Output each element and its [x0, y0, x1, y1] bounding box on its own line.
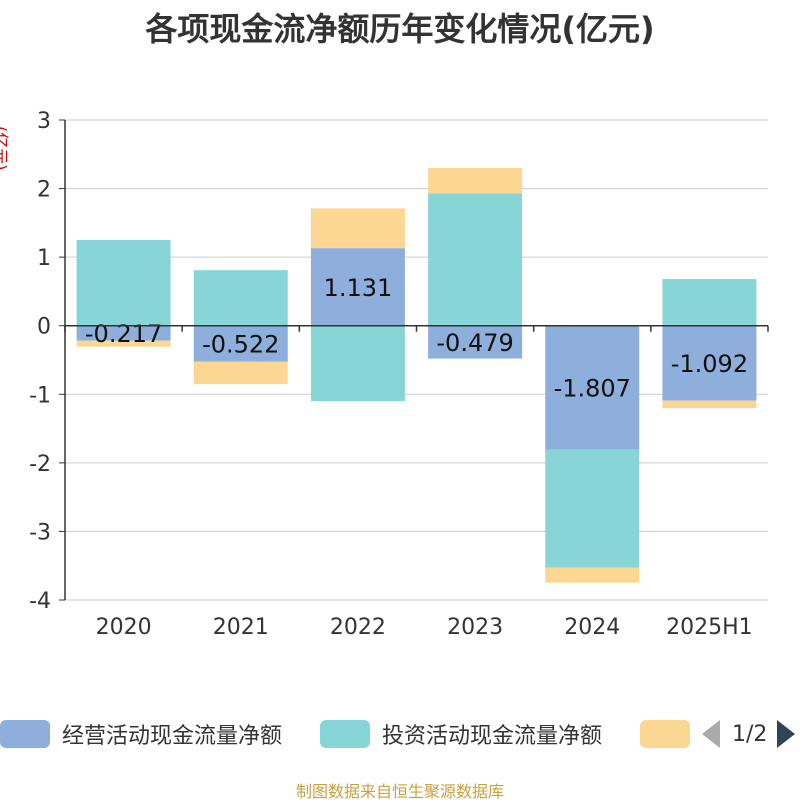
bar-financing-2023: [428, 168, 523, 194]
x-tick-label-2022: 2022: [330, 615, 386, 640]
bar-investing-2022: [310, 325, 405, 402]
y-tick-label: 0: [37, 315, 51, 340]
bar-financing-2025H1: [662, 400, 757, 409]
legend-label-investing: 投资活动现金流量净额: [382, 724, 603, 749]
bar-financing-2022: [310, 208, 405, 249]
legend-item-operating[interactable]: 经营活动现金流量净额: [0, 716, 282, 752]
bar-operating-2023: [428, 325, 523, 359]
bar-investing-2025H1: [662, 279, 757, 326]
y-tick-label: -4: [29, 589, 51, 614]
legend-swatch-investing: [320, 720, 370, 748]
x-tick-label-2023: 2023: [447, 615, 503, 640]
data-label-operating-2020: -0.217: [85, 320, 162, 348]
bar-operating-2021: [193, 325, 288, 362]
bar-financing-2021: [193, 361, 288, 385]
y-tick-label: -3: [29, 520, 51, 545]
legend: 经营活动现金流量净额 投资活动现金流量净额: [0, 716, 800, 752]
data-label-operating-2021: -0.522: [202, 331, 279, 359]
source-note: 制图数据来自恒生聚源数据库: [295, 782, 504, 801]
legend-swatch-operating: [0, 720, 50, 748]
legend-item-financing[interactable]: [640, 716, 690, 752]
bar-operating-2022: [310, 248, 405, 326]
legend-item-investing[interactable]: 投资活动现金流量净额: [320, 716, 602, 752]
legend-pager: 1/2: [700, 716, 800, 752]
pager-text: 1/2: [732, 721, 768, 747]
pager-prev-icon[interactable]: [702, 720, 720, 748]
x-tick-label-2020: 2020: [96, 615, 152, 640]
bar-investing-2024: [545, 449, 640, 568]
data-label-operating-2024: -1.807: [554, 375, 631, 403]
data-label-operating-2022: 1.131: [324, 274, 393, 302]
legend-label-operating: 经营活动现金流量净额: [62, 724, 283, 749]
bar-operating-2024: [545, 325, 640, 450]
y-tick-label: 1: [37, 246, 51, 271]
legend-swatch-financing: [640, 720, 690, 748]
bar-operating-2025H1: [662, 325, 757, 401]
bar-investing-2020: [76, 240, 171, 326]
data-label-operating-2023: -0.479: [436, 329, 513, 357]
x-tick-label-2024: 2024: [564, 615, 620, 640]
bar-financing-2024: [545, 567, 640, 583]
chart-title: 各项现金流净额历年变化情况(亿元): [145, 10, 655, 48]
x-tick-label-2025H1: 2025H1: [666, 615, 753, 640]
y-tick-label: -1: [29, 383, 51, 408]
bar-financing-2020: [76, 340, 171, 347]
data-label-operating-2025H1: -1.092: [671, 350, 748, 378]
y-tick-label: 2: [37, 178, 51, 203]
x-tick-label-2021: 2021: [213, 615, 269, 640]
y-tick-label: -2: [29, 452, 51, 477]
y-tick-label: 3: [37, 109, 51, 134]
pager-next-icon[interactable]: [777, 720, 796, 748]
bar-investing-2023: [428, 193, 523, 326]
bar-investing-2021: [193, 270, 288, 326]
bar-operating-2020: [76, 325, 171, 341]
